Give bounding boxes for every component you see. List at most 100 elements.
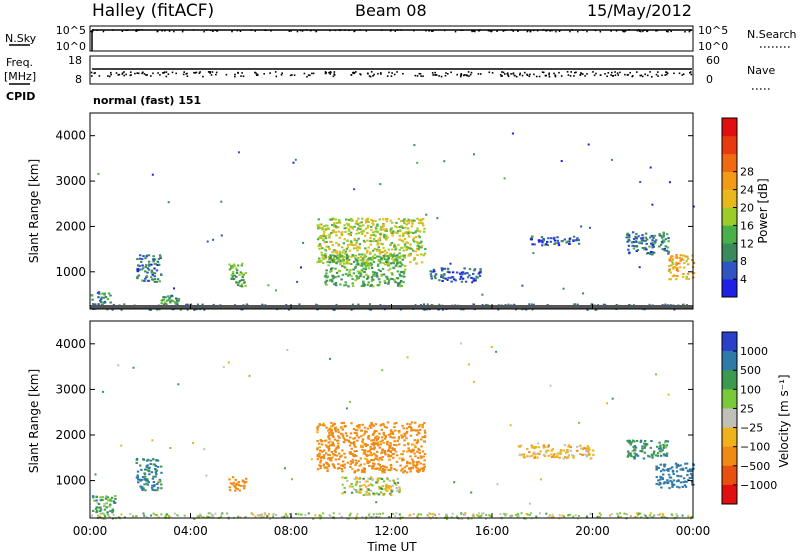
power-cell: [340, 233, 344, 236]
velocity-ground-cell: [517, 515, 520, 517]
power-cell: [167, 299, 170, 301]
velocity-cell: [639, 450, 642, 453]
power-colorbar-swatch: [722, 243, 737, 262]
power-cell: [145, 255, 148, 258]
power-cell: [390, 231, 393, 234]
power-scatter-cell: [560, 160, 563, 162]
power-cell: [357, 217, 360, 220]
power-cell: [385, 229, 388, 232]
power-cell: [397, 265, 400, 268]
power-cell: [416, 217, 419, 220]
noise-search-dot: [688, 30, 691, 33]
power-cell: [337, 255, 340, 258]
power-cell: [318, 257, 321, 260]
power-cell: [429, 273, 433, 276]
velocity-cell: [660, 486, 663, 489]
velocity-cell: [372, 466, 375, 469]
velocity-cell: [332, 465, 336, 468]
velocity-cell: [111, 509, 114, 512]
power-cell: [372, 285, 375, 288]
velocity-ground-cell: [199, 513, 202, 516]
velocity-cell: [99, 499, 102, 502]
velocity-cell: [394, 429, 397, 432]
velocity-ground-cell: [196, 516, 199, 519]
velocity-cell: [331, 456, 334, 459]
velocity-cell: [324, 452, 328, 455]
noise-search-dot: [517, 29, 519, 31]
velocity-cell: [155, 473, 158, 476]
velocity-cell: [650, 440, 653, 442]
power-cell: [653, 240, 657, 243]
power-cell: [367, 267, 371, 270]
nave-dot: [470, 71, 473, 74]
power-cell: [638, 242, 641, 245]
power-cell: [389, 244, 392, 247]
power-scatter-cell: [267, 284, 270, 287]
power-cell: [335, 284, 338, 287]
velocity-ground-cell: [372, 513, 375, 516]
velocity-cell: [151, 486, 154, 489]
velocity-cell: [661, 478, 664, 480]
velocity-ground-cell: [558, 514, 561, 517]
noise-search-dot: [529, 30, 532, 33]
velocity-ground-cell: [177, 514, 180, 517]
velocity-cell: [377, 493, 381, 496]
power-cell: [359, 272, 362, 275]
power-cell: [324, 227, 328, 230]
velocity-cell: [354, 483, 358, 486]
power-cell: [322, 257, 325, 260]
noise-search-dot: [542, 29, 545, 31]
velocity-scatter-cell: [102, 390, 104, 393]
noise-search-dot: [365, 30, 368, 32]
velocity-cell: [341, 428, 344, 431]
velocity-ground-cell: [480, 514, 483, 517]
power-cell: [533, 243, 536, 246]
velocity-cell: [407, 443, 410, 446]
velocity-scatter-cell: [395, 451, 398, 454]
velocity-ground-cell: [409, 513, 412, 516]
velocity-cell: [136, 470, 140, 473]
noise-search-dot: [474, 30, 476, 33]
velocity-ground-cell: [297, 513, 300, 516]
velocity-cell: [381, 471, 384, 474]
noise-search-dot: [339, 29, 341, 31]
power-cell: [430, 277, 433, 280]
nave-dot: [657, 71, 659, 73]
power-cell: [354, 265, 357, 268]
velocity-scatter-cell: [453, 481, 456, 484]
velocity-cell: [236, 488, 239, 491]
velocity-cell: [421, 426, 424, 429]
power-cell: [542, 239, 545, 242]
power-cell: [422, 254, 425, 257]
velocity-cell: [387, 487, 390, 490]
noise-right-label: N.Search: [747, 28, 797, 41]
velocity-ground-cell: [610, 513, 613, 516]
velocity-cell: [656, 445, 659, 448]
power-cell: [148, 263, 151, 266]
velocity-ground-cell: [489, 515, 492, 517]
power-cell: [356, 223, 360, 226]
nave-dot: [611, 71, 613, 74]
nave-dot: [560, 75, 563, 77]
power-cell: [339, 263, 342, 266]
freq-panel-frame: [89, 55, 694, 85]
power-cell: [377, 259, 381, 262]
power-cell: [574, 239, 578, 242]
power-cell: [353, 237, 356, 240]
velocity-cell: [395, 487, 398, 489]
power-cell: [335, 271, 339, 274]
nave-dot: [507, 74, 509, 76]
power-cell: [325, 276, 328, 279]
velocity-cell: [405, 471, 409, 474]
velocity-cell: [664, 446, 668, 449]
power-cell: [320, 251, 323, 254]
velocity-cell: [414, 446, 417, 449]
power-cell: [397, 243, 400, 246]
power-cell: [577, 242, 581, 245]
nave-dot: [445, 72, 447, 74]
power-cell: [679, 266, 682, 269]
power-cell: [337, 219, 341, 221]
power-cell: [332, 257, 335, 260]
velocity-cell: [234, 487, 238, 490]
velocity-ground-cell: [625, 513, 627, 516]
